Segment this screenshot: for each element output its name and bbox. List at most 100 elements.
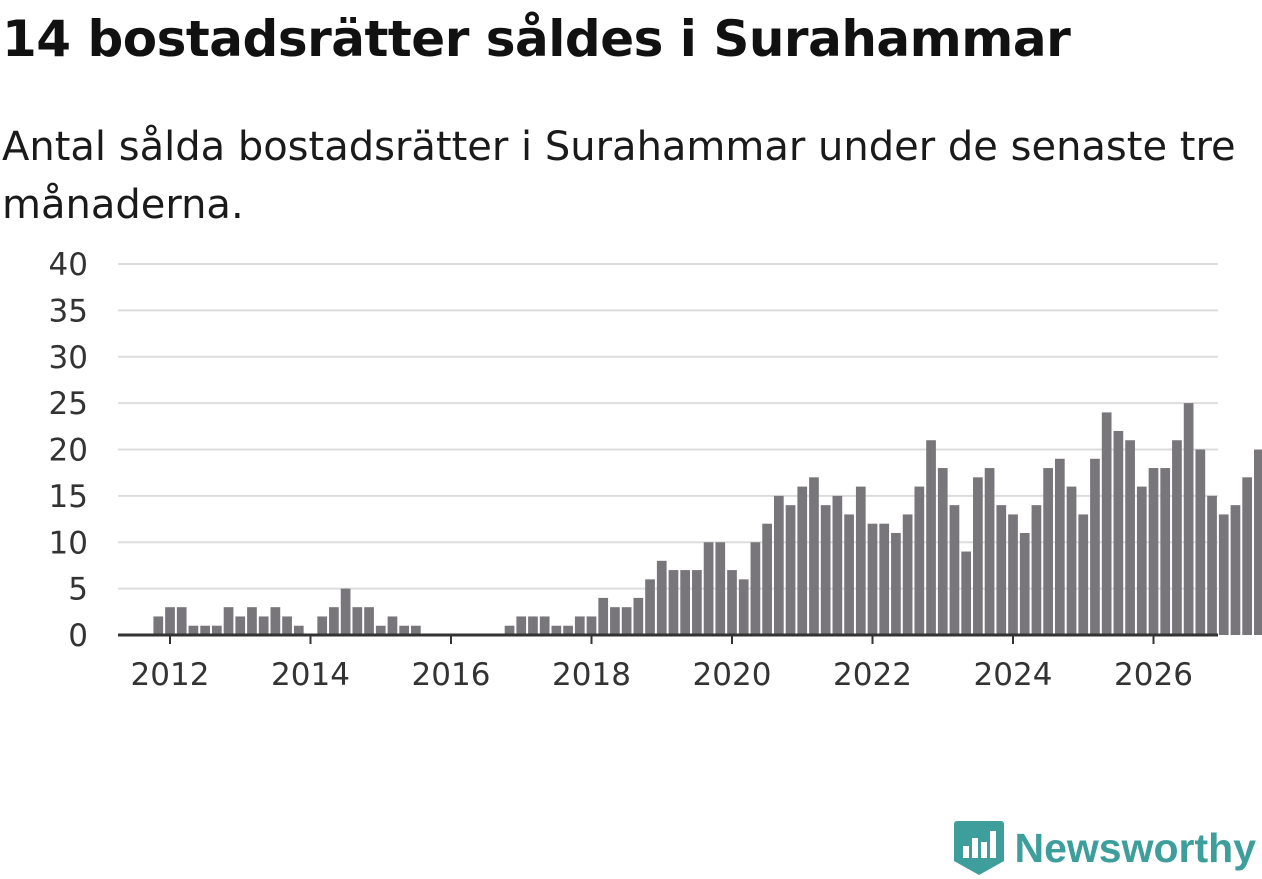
x-tick-label: 2014 [271, 657, 350, 693]
bar [949, 505, 960, 635]
bar [610, 607, 620, 635]
bar [973, 477, 983, 635]
chart-title: 14 bostadsrätter såldes i Surahammar [2, 10, 1071, 68]
bar [1218, 514, 1229, 635]
bar [738, 579, 749, 635]
x-tick-label: 2024 [974, 657, 1053, 693]
brand-name: Newsworthy [1014, 824, 1257, 871]
bar [375, 625, 386, 635]
bar [153, 616, 164, 635]
bar [715, 542, 726, 635]
bar [364, 607, 374, 635]
bar [211, 625, 222, 635]
bar [996, 505, 1007, 635]
y-tick-label: 5 [68, 572, 88, 608]
brand-logo: Newsworthy [953, 819, 1257, 877]
bar [1008, 514, 1018, 635]
bar [937, 468, 948, 635]
bar [223, 607, 234, 635]
bar [645, 579, 655, 635]
bar [1066, 486, 1077, 635]
bar [902, 514, 913, 635]
bar [1019, 532, 1030, 635]
bar [551, 625, 562, 635]
bar [773, 495, 784, 635]
bar [820, 505, 831, 635]
bar [176, 607, 187, 635]
bar [692, 570, 702, 635]
bar [247, 607, 257, 635]
bar [1113, 430, 1124, 635]
y-tick-label: 15 [49, 479, 88, 515]
x-tick-label: 2018 [552, 657, 631, 693]
chart-subtitle: Antal sålda bostadsrätter i Surahammar u… [2, 124, 1236, 228]
bar [563, 625, 573, 635]
y-tick-label: 35 [49, 293, 88, 329]
bar [340, 588, 351, 635]
bar [528, 616, 538, 635]
bar [282, 616, 292, 635]
bar [984, 468, 995, 635]
y-tick-label: 40 [49, 247, 88, 283]
bar [750, 542, 761, 635]
bar-chart: 0 5 10 15 20 25 30 35 40 2012 2014 2016 2018 2020 2022… [49, 247, 1262, 693]
bar [574, 616, 585, 635]
bar [1054, 458, 1065, 635]
bar [317, 616, 328, 635]
bar [914, 486, 925, 635]
bar [188, 625, 199, 635]
bar [411, 625, 421, 635]
bar [200, 625, 210, 635]
bar [633, 597, 644, 635]
bar [1242, 477, 1253, 635]
bar [762, 523, 772, 635]
bar [539, 616, 550, 635]
bar [258, 616, 269, 635]
bar [1172, 440, 1182, 635]
bar [867, 523, 878, 635]
bar [1031, 505, 1042, 635]
bar [1148, 468, 1159, 635]
bar [1090, 458, 1100, 635]
bar [1043, 468, 1053, 635]
bar [1136, 486, 1147, 635]
bar [1125, 440, 1135, 635]
bar [809, 477, 819, 635]
bar [399, 625, 410, 635]
bar [844, 514, 854, 635]
bar [504, 625, 515, 635]
bar [235, 616, 246, 635]
x-tick-label: 2026 [1114, 657, 1193, 693]
bar [293, 625, 304, 635]
bar [656, 560, 667, 635]
bar [1207, 495, 1217, 635]
bar [586, 616, 597, 635]
x-tick-label: 2016 [412, 657, 491, 693]
bar-chart-badge-icon [953, 821, 1004, 875]
bar [703, 542, 714, 635]
bar [891, 532, 901, 635]
bar [1183, 403, 1194, 635]
bar [855, 486, 866, 635]
bar [1078, 514, 1089, 635]
x-tick-label: 2012 [131, 657, 210, 693]
bar [727, 570, 737, 635]
bar [668, 570, 679, 635]
bar [329, 607, 339, 635]
bar [879, 523, 890, 635]
y-tick-label: 20 [49, 433, 88, 469]
bar [1195, 449, 1206, 635]
bar [797, 486, 808, 635]
y-tick-label: 10 [49, 525, 88, 561]
y-tick-label: 30 [49, 340, 88, 376]
bar [1101, 412, 1112, 635]
bar [926, 440, 936, 635]
bar [961, 551, 972, 635]
y-tick-label: 0 [68, 618, 88, 654]
bar [352, 607, 363, 635]
bar [832, 495, 843, 635]
x-tick-label: 2020 [693, 657, 772, 693]
y-tick-label: 25 [49, 386, 88, 422]
bar [598, 597, 609, 635]
bar [165, 607, 175, 635]
